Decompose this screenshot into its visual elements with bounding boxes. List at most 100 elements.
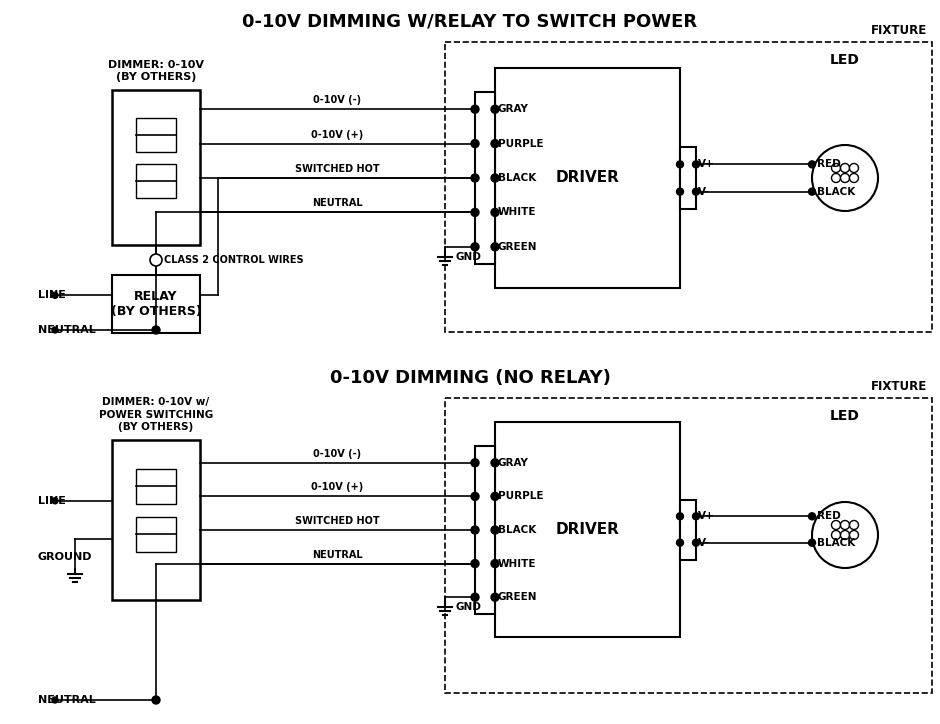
Circle shape bbox=[471, 243, 479, 251]
Bar bbox=[445, 398, 932, 693]
Text: RELAY
(BY OTHERS): RELAY (BY OTHERS) bbox=[111, 290, 201, 318]
Text: PURPLE: PURPLE bbox=[498, 138, 543, 148]
Circle shape bbox=[471, 492, 479, 500]
Text: DRIVER: DRIVER bbox=[556, 170, 619, 185]
Circle shape bbox=[52, 327, 58, 333]
Circle shape bbox=[152, 696, 160, 704]
Text: LED: LED bbox=[830, 53, 860, 67]
Text: BLACK: BLACK bbox=[817, 538, 855, 547]
Text: BLACK: BLACK bbox=[498, 173, 536, 183]
Text: NEUTRAL: NEUTRAL bbox=[312, 550, 363, 560]
Text: 0-10V (+): 0-10V (+) bbox=[311, 130, 364, 140]
Text: NEUTRAL: NEUTRAL bbox=[38, 325, 96, 335]
Circle shape bbox=[677, 539, 683, 546]
Circle shape bbox=[693, 513, 699, 520]
Circle shape bbox=[150, 254, 162, 266]
Bar bbox=[495, 68, 680, 288]
Circle shape bbox=[840, 521, 850, 529]
Circle shape bbox=[52, 697, 58, 703]
Circle shape bbox=[491, 492, 499, 500]
Text: V-: V- bbox=[698, 538, 710, 547]
Bar bbox=[475, 92, 495, 264]
Circle shape bbox=[850, 164, 858, 172]
Text: GREEN: GREEN bbox=[498, 242, 538, 252]
Circle shape bbox=[471, 174, 479, 182]
Circle shape bbox=[471, 140, 479, 148]
Circle shape bbox=[471, 560, 479, 568]
Circle shape bbox=[832, 174, 840, 182]
Circle shape bbox=[808, 188, 816, 195]
Text: GRAY: GRAY bbox=[498, 458, 529, 468]
Circle shape bbox=[693, 188, 699, 195]
Circle shape bbox=[693, 161, 699, 168]
Circle shape bbox=[677, 188, 683, 195]
Circle shape bbox=[812, 145, 878, 211]
Circle shape bbox=[808, 513, 816, 520]
Circle shape bbox=[850, 174, 858, 182]
Text: GREEN: GREEN bbox=[498, 592, 538, 602]
Text: SWITCHED HOT: SWITCHED HOT bbox=[295, 516, 380, 526]
Text: PURPLE: PURPLE bbox=[498, 492, 543, 502]
Text: LED: LED bbox=[830, 409, 860, 423]
Text: 0-10V (-): 0-10V (-) bbox=[313, 449, 362, 459]
Circle shape bbox=[52, 292, 58, 298]
Text: FIXTURE: FIXTURE bbox=[870, 24, 927, 37]
Bar bbox=[445, 42, 932, 332]
Circle shape bbox=[808, 161, 816, 168]
Bar bbox=[680, 500, 696, 560]
Text: LINE: LINE bbox=[38, 290, 66, 300]
Text: WHITE: WHITE bbox=[498, 207, 537, 217]
Circle shape bbox=[471, 593, 479, 601]
Circle shape bbox=[840, 164, 850, 172]
Circle shape bbox=[491, 560, 499, 568]
Bar bbox=[680, 147, 696, 209]
Text: CLASS 2 CONTROL WIRES: CLASS 2 CONTROL WIRES bbox=[164, 255, 304, 265]
Text: GND: GND bbox=[455, 602, 481, 613]
Text: WHITE: WHITE bbox=[498, 559, 537, 568]
Circle shape bbox=[152, 326, 160, 334]
Circle shape bbox=[491, 526, 499, 534]
Bar bbox=[112, 90, 200, 245]
Bar bbox=[136, 118, 176, 152]
Text: SWITCHED HOT: SWITCHED HOT bbox=[295, 164, 380, 174]
Circle shape bbox=[491, 209, 499, 216]
Text: 0-10V (+): 0-10V (+) bbox=[311, 482, 364, 492]
Circle shape bbox=[840, 531, 850, 539]
Bar bbox=[136, 164, 176, 198]
Text: 0-10V DIMMING (NO RELAY): 0-10V DIMMING (NO RELAY) bbox=[330, 369, 610, 387]
Bar bbox=[495, 422, 680, 637]
Text: BLACK: BLACK bbox=[817, 187, 855, 197]
Bar bbox=[136, 469, 176, 504]
Text: GND: GND bbox=[455, 252, 481, 262]
Circle shape bbox=[471, 209, 479, 216]
Text: RED: RED bbox=[817, 511, 840, 521]
Circle shape bbox=[491, 593, 499, 601]
Text: RED: RED bbox=[817, 159, 840, 169]
Circle shape bbox=[471, 459, 479, 467]
Circle shape bbox=[491, 459, 499, 467]
Text: DIMMER: 0-10V w/
POWER SWITCHING
(BY OTHERS): DIMMER: 0-10V w/ POWER SWITCHING (BY OTH… bbox=[99, 397, 213, 432]
Text: V-: V- bbox=[698, 187, 710, 197]
Text: 0-10V DIMMING W/RELAY TO SWITCH POWER: 0-10V DIMMING W/RELAY TO SWITCH POWER bbox=[243, 13, 697, 31]
Circle shape bbox=[491, 243, 499, 251]
Bar bbox=[112, 275, 200, 333]
Circle shape bbox=[52, 498, 58, 504]
Bar bbox=[136, 517, 176, 552]
Text: 0-10V (-): 0-10V (-) bbox=[313, 95, 362, 105]
Circle shape bbox=[808, 539, 816, 546]
Circle shape bbox=[812, 502, 878, 568]
Circle shape bbox=[471, 105, 479, 113]
Text: LINE: LINE bbox=[38, 496, 66, 506]
Bar bbox=[475, 446, 495, 614]
Text: DIMMER: 0-10V
(BY OTHERS): DIMMER: 0-10V (BY OTHERS) bbox=[108, 59, 204, 82]
Circle shape bbox=[677, 161, 683, 168]
Circle shape bbox=[693, 539, 699, 546]
Circle shape bbox=[832, 521, 840, 529]
Text: FIXTURE: FIXTURE bbox=[870, 380, 927, 393]
Text: GROUND: GROUND bbox=[38, 552, 92, 563]
Circle shape bbox=[850, 531, 858, 539]
Text: NEUTRAL: NEUTRAL bbox=[312, 198, 363, 209]
Text: DRIVER: DRIVER bbox=[556, 522, 619, 537]
Circle shape bbox=[491, 174, 499, 182]
Circle shape bbox=[491, 140, 499, 148]
